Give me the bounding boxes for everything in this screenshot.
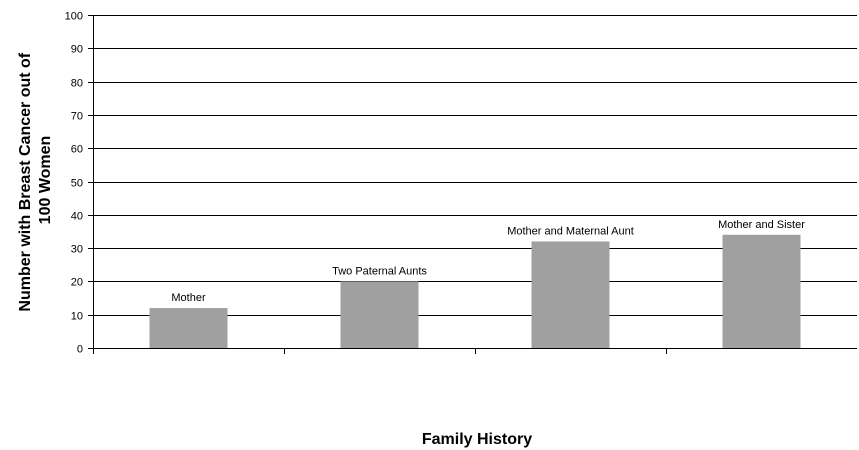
axes bbox=[88, 15, 857, 354]
bar-1 bbox=[340, 281, 419, 348]
y-tick-label-100: 100 bbox=[65, 11, 83, 23]
y-axis-title: Number with Breast Cancer out of 100 Wom… bbox=[17, 48, 54, 311]
y-tick-label-10: 10 bbox=[71, 311, 83, 323]
bar-0 bbox=[149, 308, 228, 348]
gridlines bbox=[93, 15, 857, 316]
y-tick-label-0: 0 bbox=[77, 344, 83, 356]
y-axis-title-line-2: 100 Women bbox=[37, 136, 54, 225]
y-tick-label-20: 20 bbox=[71, 277, 83, 289]
bars bbox=[149, 234, 801, 348]
bar-2 bbox=[531, 241, 610, 348]
bar-label-2: Mother and Maternal Aunt bbox=[507, 225, 634, 237]
y-tick-label-30: 30 bbox=[71, 244, 83, 256]
x-axis-title: Family History bbox=[422, 431, 532, 448]
bar-3 bbox=[722, 234, 801, 348]
y-tick-label-40: 40 bbox=[71, 211, 83, 223]
bar-labels: Mother Two Paternal Aunts Mother and Mater… bbox=[171, 219, 805, 304]
y-tick-label-60: 60 bbox=[71, 144, 83, 156]
bar-label-1: Two Paternal Aunts bbox=[332, 265, 427, 277]
y-axis-title-line-1: Number with Breast Cancer out of bbox=[17, 52, 34, 311]
y-tick-labels: 0 10 20 30 40 50 60 70 80 90 100 bbox=[65, 11, 83, 356]
bar-label-0: Mother bbox=[171, 292, 206, 304]
y-tick-label-70: 70 bbox=[71, 111, 83, 123]
y-tick-label-90: 90 bbox=[71, 44, 83, 56]
y-tick-label-50: 50 bbox=[71, 178, 83, 190]
y-tick-label-80: 80 bbox=[71, 78, 83, 90]
bar-label-3: Mother and Sister bbox=[718, 219, 805, 231]
